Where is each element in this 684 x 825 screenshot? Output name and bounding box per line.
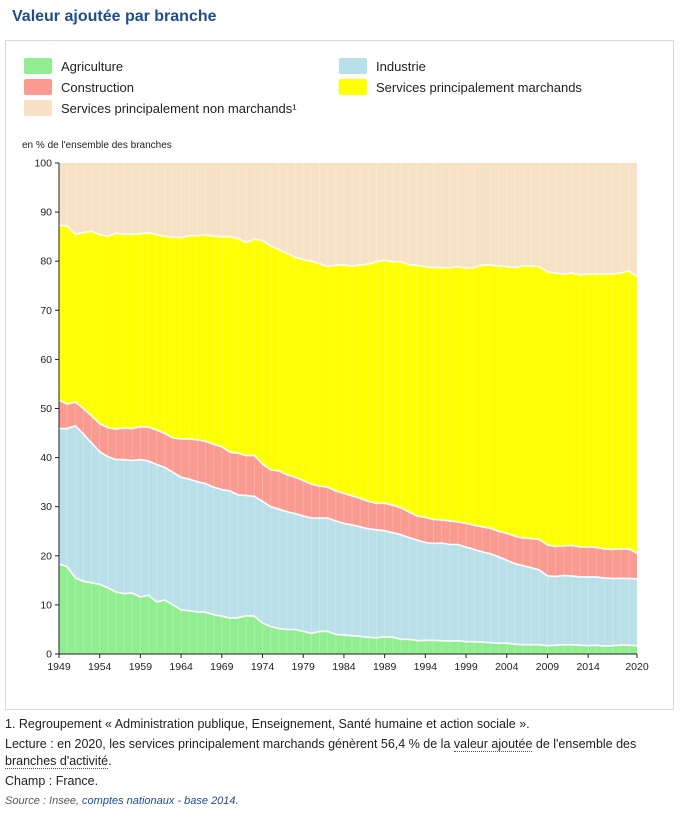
- legend-label-agriculture: Agriculture: [61, 58, 124, 74]
- series-services-non-marchands-area: [59, 163, 637, 277]
- legend-item-agriculture[interactable]: Agriculture: [24, 58, 123, 74]
- valeur-ajoutee-link[interactable]: valeur ajoutée: [453, 737, 533, 752]
- y-tick-label: 80: [40, 256, 52, 268]
- chart-panel: 0 10 20 30 40 50 60 70 80 90 100 1949 1954 1959 1964 19…: [5, 40, 674, 710]
- x-tick-label: 2009: [536, 661, 560, 673]
- x-tick-label: 1994: [414, 661, 438, 673]
- x-tick-label: 1974: [251, 661, 275, 673]
- y-tick-label: 70: [40, 305, 52, 317]
- x-tick-label: 1969: [210, 661, 234, 673]
- page-title: Valeur ajoutée par branche: [12, 8, 217, 25]
- legend-swatch-services-non-marchands: [24, 100, 52, 116]
- series-agriculture-top-line: [58, 563, 638, 647]
- x-tick-label: 2004: [495, 661, 519, 673]
- champ-note: Champ : France.: [5, 774, 99, 788]
- series-construction-area: [59, 400, 637, 579]
- legend-label-industrie: Industrie: [376, 58, 426, 74]
- y-tick-label: 20: [40, 550, 52, 562]
- x-tick-label: 1999: [454, 661, 478, 673]
- y-tick-label: 40: [40, 452, 52, 464]
- y-tick-label: 10: [40, 599, 52, 611]
- series-industrie-area: [59, 425, 637, 647]
- x-tick-label: 1954: [88, 661, 112, 673]
- y-tick-label: 50: [40, 403, 52, 415]
- stacked-area-chart: 0 10 20 30 40 50 60 70 80 90 100 1949 1954 1959 1964 19…: [34, 158, 649, 674]
- series-services-marchands-top-line: [58, 224, 638, 278]
- series-construction-top-line: [58, 399, 638, 555]
- x-tick-label: 1989: [373, 661, 397, 673]
- series-industrie-top-line: [59, 424, 638, 580]
- y-tick-label: 30: [40, 501, 52, 513]
- legend-swatch-agriculture: [24, 58, 52, 74]
- y-tick-label: 100: [34, 158, 52, 170]
- x-tick-label: 1964: [169, 661, 193, 673]
- y-tick-label: 90: [40, 207, 52, 219]
- source-note: Source : Insee, comptes nationaux - base…: [5, 795, 239, 807]
- series-services-marchands-area: [59, 225, 637, 554]
- lecture-note: Lecture : en 2020, les services principa…: [5, 737, 637, 769]
- x-tick-label: 2014: [576, 661, 600, 673]
- footnotes: 1. Regroupement « Administration publiqu…: [5, 716, 677, 813]
- legend-label-services-non-marchands: Services principalement non marchands¹: [61, 100, 297, 116]
- legend-item-construction[interactable]: Construction: [24, 79, 134, 95]
- y-tick-label: 60: [40, 354, 52, 366]
- x-tick-label: 1979: [292, 661, 316, 673]
- x-tick-label: 1959: [129, 661, 153, 673]
- legend-label-construction: Construction: [61, 79, 134, 95]
- legend-swatch-services-marchands: [339, 79, 367, 95]
- branches-activite-link[interactable]: branches d'activité: [5, 754, 109, 769]
- legend-swatch-industrie: [339, 58, 367, 74]
- y-axis-unit-label: en % de l'ensemble des branches: [22, 140, 172, 151]
- legend-item-services-non-marchands[interactable]: Services principalement non marchands¹: [24, 100, 297, 116]
- footnote-1: 1. Regroupement « Administration publiqu…: [5, 717, 530, 731]
- x-tick-label: 1984: [332, 661, 356, 673]
- x-tick-label: 2020: [625, 661, 649, 673]
- x-tick-label: 1949: [47, 661, 71, 673]
- legend-item-services-marchands[interactable]: Services principalement marchands: [339, 79, 582, 95]
- legend-label-services-marchands: Services principalement marchands: [376, 79, 582, 95]
- source-link[interactable]: comptes nationaux - base 2014: [82, 795, 236, 807]
- legend-swatch-construction: [24, 79, 52, 95]
- series-agriculture-area: [59, 564, 637, 654]
- legend-item-industrie[interactable]: Industrie: [339, 58, 426, 74]
- y-tick-label: 0: [46, 649, 52, 661]
